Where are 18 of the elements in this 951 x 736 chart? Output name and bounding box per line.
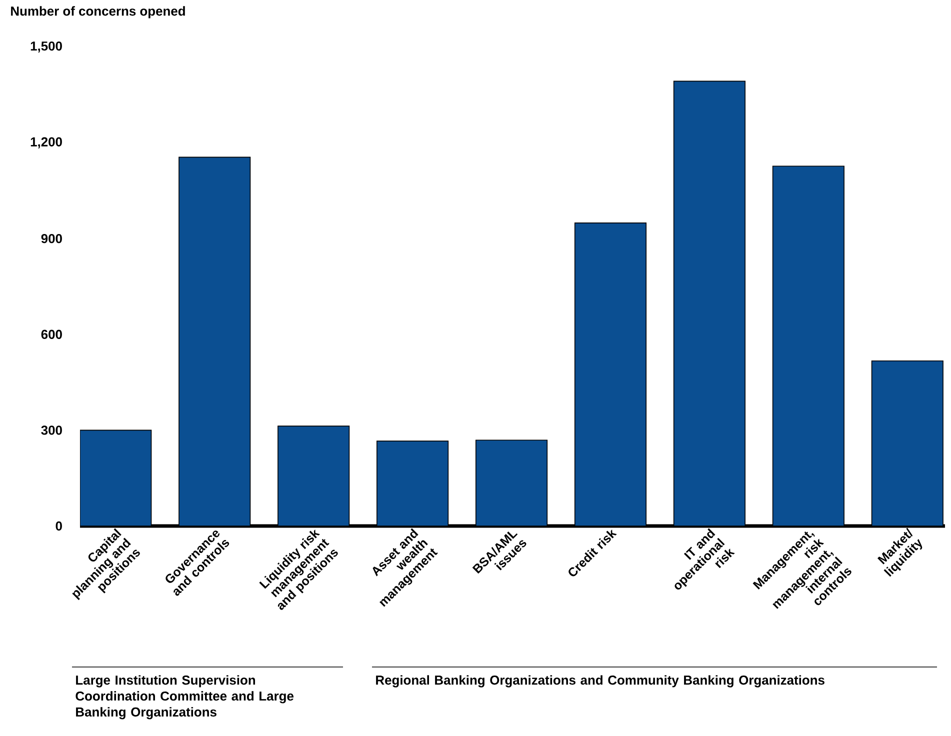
y-tick-label: 0 (56, 521, 62, 531)
y-tick-label: 300 (41, 426, 62, 435)
y-tick-label: 900 (41, 234, 62, 244)
y-tick-label: 1,200 (30, 137, 62, 148)
bar (574, 222, 647, 526)
bar (673, 80, 746, 526)
bar (278, 426, 350, 526)
bar (376, 440, 449, 526)
y-tick-label: 1,500 (30, 41, 62, 53)
bar (871, 360, 944, 526)
text: Regional Banking Organizations and Community Banking Organizations (376, 675, 824, 688)
bar (772, 166, 844, 526)
bar (178, 156, 251, 526)
text: Large Institution Supervision Coordination Committee and Large Banking Organizations (76, 675, 294, 720)
y-tick-label: 600 (41, 330, 62, 339)
bar (475, 440, 548, 526)
bar (80, 430, 152, 526)
y-axis-title: Number of concerns opened (11, 6, 185, 18)
